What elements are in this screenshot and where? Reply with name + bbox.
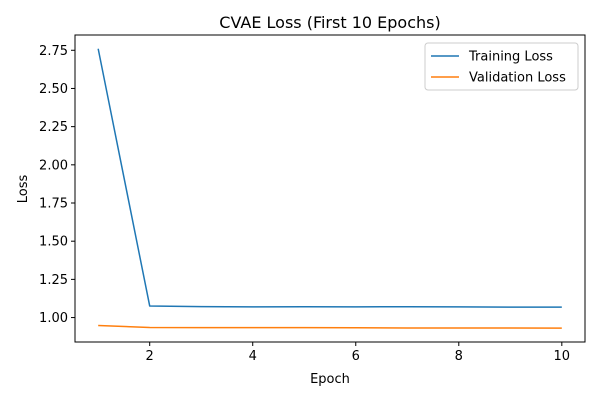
- x-tick-label: 2: [146, 349, 154, 364]
- x-axis: 2 4 6 8 10: [146, 342, 571, 364]
- x-tick-label: 8: [455, 349, 463, 364]
- y-tick-label: 2.50: [39, 82, 68, 97]
- legend: Training Loss Validation Loss: [424, 42, 579, 91]
- plot-area: [97, 48, 562, 329]
- y-tick-label: 1.00: [39, 311, 68, 326]
- y-tick-label: 2.75: [39, 44, 68, 59]
- legend-label-training-loss: Training Loss: [468, 50, 553, 65]
- y-tick-label: 2.25: [39, 120, 68, 135]
- validation-loss-line: [98, 324, 562, 329]
- y-axis-label: Loss: [16, 175, 31, 204]
- training-loss-line: [97, 48, 562, 308]
- y-tick-label: 1.75: [39, 197, 68, 212]
- y-tick-label: 1.50: [39, 235, 68, 250]
- x-axis-label: Epoch: [310, 372, 350, 387]
- x-tick-label: 6: [352, 349, 360, 364]
- x-tick-label: 10: [554, 349, 571, 364]
- legend-box: [424, 42, 579, 91]
- x-tick-label: 4: [249, 349, 257, 364]
- legend-label-validation-loss: Validation Loss: [469, 71, 566, 86]
- chart-title: CVAE Loss (First 10 Epochs): [219, 13, 440, 32]
- plot-frame: [74, 34, 586, 343]
- y-axis: 1.00 1.25 1.50 1.75 2.00 2.25 2.50 2.75: [39, 44, 75, 326]
- y-tick-label: 1.25: [39, 273, 68, 288]
- y-tick-label: 2.00: [39, 158, 68, 173]
